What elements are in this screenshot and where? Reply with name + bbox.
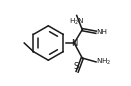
Text: H$_2$N: H$_2$N (69, 16, 84, 27)
Text: NH$_2$: NH$_2$ (96, 57, 112, 67)
Text: NH: NH (96, 29, 107, 35)
Text: N: N (71, 39, 77, 47)
Text: S: S (73, 62, 78, 71)
